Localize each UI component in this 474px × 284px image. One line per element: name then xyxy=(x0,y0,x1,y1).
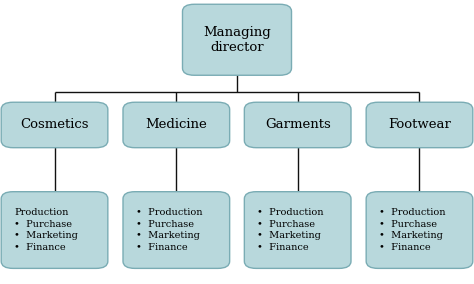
FancyBboxPatch shape xyxy=(245,102,351,148)
FancyBboxPatch shape xyxy=(1,102,108,148)
FancyBboxPatch shape xyxy=(245,192,351,268)
FancyBboxPatch shape xyxy=(366,192,473,268)
Text: •  Production
•  Purchase
•  Marketing
•  Finance: • Production • Purchase • Marketing • Fi… xyxy=(136,208,202,252)
Text: •  Production
•  Purchase
•  Marketing
•  Finance: • Production • Purchase • Marketing • Fi… xyxy=(257,208,324,252)
FancyBboxPatch shape xyxy=(123,102,229,148)
Text: Garments: Garments xyxy=(265,118,330,131)
Text: Production
•  Purchase
•  Marketing
•  Finance: Production • Purchase • Marketing • Fina… xyxy=(14,208,78,252)
Text: Footwear: Footwear xyxy=(388,118,451,131)
Text: Cosmetics: Cosmetics xyxy=(20,118,89,131)
FancyBboxPatch shape xyxy=(123,192,229,268)
FancyBboxPatch shape xyxy=(366,102,473,148)
Text: Managing
director: Managing director xyxy=(203,26,271,54)
Text: Medicine: Medicine xyxy=(146,118,207,131)
Text: •  Production
•  Purchase
•  Marketing
•  Finance: • Production • Purchase • Marketing • Fi… xyxy=(379,208,446,252)
FancyBboxPatch shape xyxy=(182,4,292,75)
FancyBboxPatch shape xyxy=(1,192,108,268)
